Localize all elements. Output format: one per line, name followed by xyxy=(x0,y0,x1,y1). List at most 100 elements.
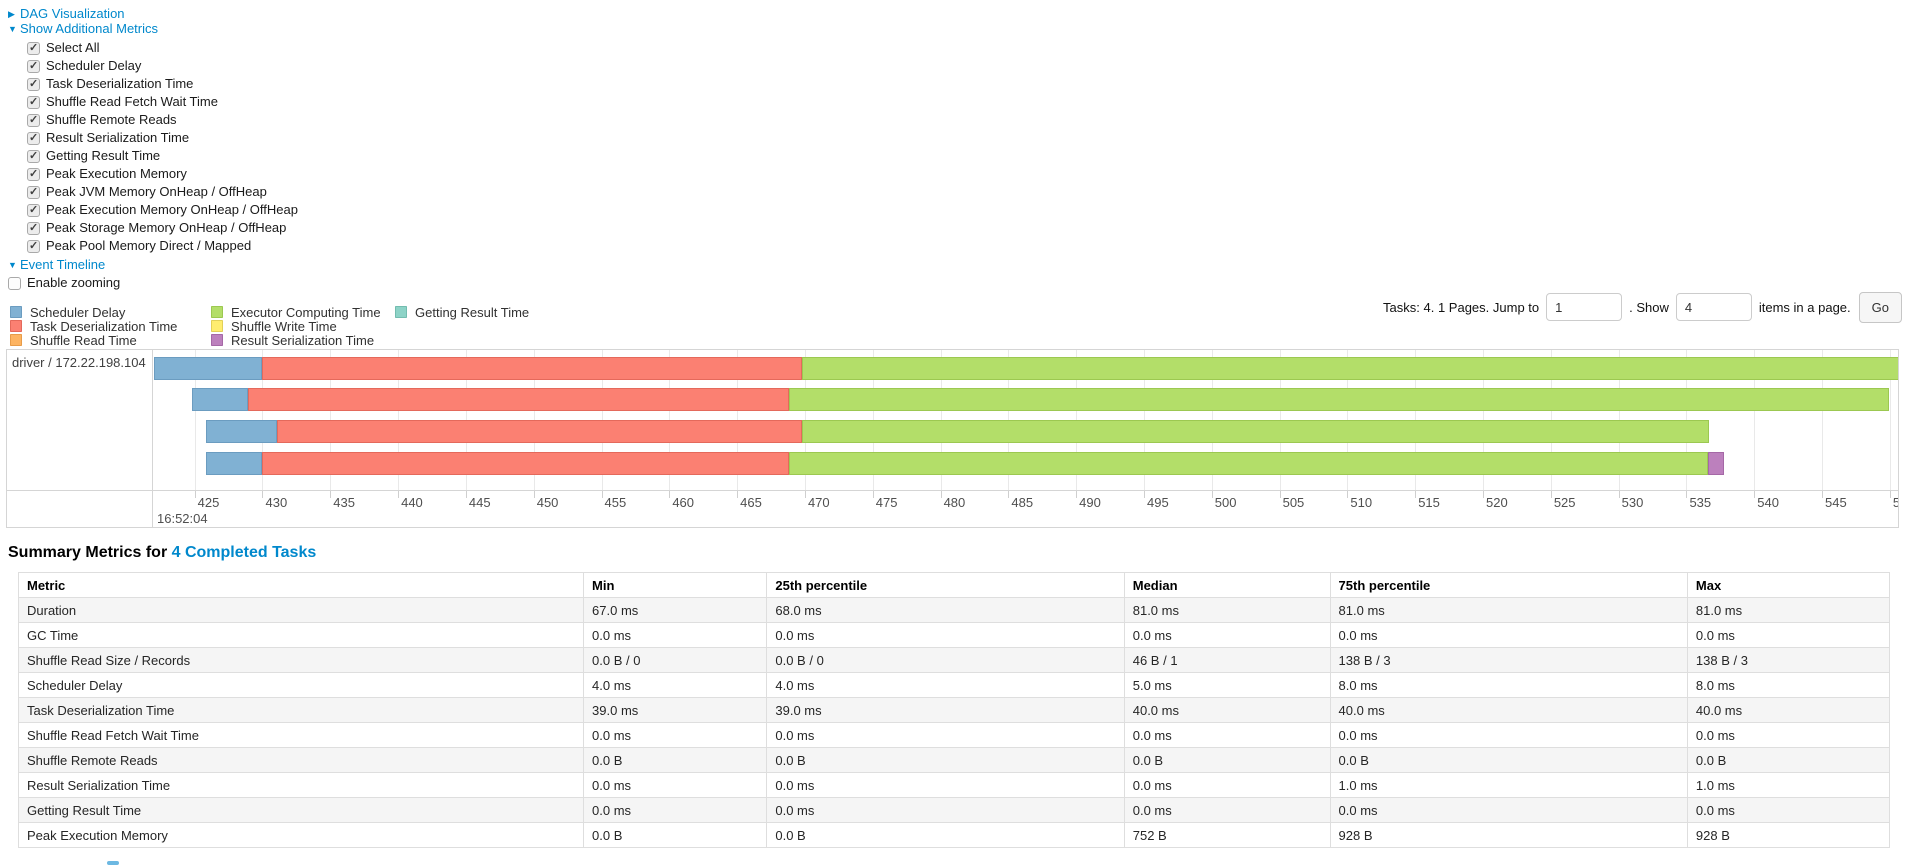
task-segment-scheduler-delay[interactable] xyxy=(154,357,263,380)
task-segment-scheduler-delay[interactable] xyxy=(205,420,278,443)
dag-visualization-toggle[interactable]: ▶ DAG Visualization xyxy=(8,6,298,21)
metric-checkbox-row: Result Serialization Time xyxy=(8,129,298,147)
metric-checkbox[interactable] xyxy=(27,59,40,73)
summary-metric-value: 81.0 ms xyxy=(1123,597,1331,623)
summary-metrics-table: Metric Min 25th percentile Median 75th perce… xyxy=(17,572,1891,848)
tick-label: 450 xyxy=(536,495,559,510)
tick-mark xyxy=(1415,491,1417,498)
summary-table-row: Shuffle Remote Reads 0.0 B 0.0 B 0.0 B 0.0 B… xyxy=(17,747,1891,773)
legend-column: Getting Result Time xyxy=(395,304,530,320)
pagination-prefix-text: Tasks: 4. 1 Pages. Jump to xyxy=(1383,299,1540,315)
summary-table-row: Task Deserialization Time 39.0 ms 39.0 ms 4… xyxy=(17,697,1891,723)
task-segment-scheduler-delay[interactable] xyxy=(191,388,248,411)
go-button[interactable]: Go xyxy=(1858,291,1902,323)
show-additional-metrics-link[interactable]: Show Additional Metrics xyxy=(20,21,159,36)
dag-visualization-link[interactable]: DAG Visualization xyxy=(20,6,125,21)
metric-checkbox[interactable] xyxy=(27,77,40,91)
metric-checkbox[interactable] xyxy=(27,95,40,109)
task-segment-task-deserialization[interactable] xyxy=(277,420,803,443)
task-segment-task-deserialization[interactable] xyxy=(247,388,789,411)
legend-item: Task Deserialization Time xyxy=(10,318,178,334)
tick-label: 475 xyxy=(875,495,898,510)
metric-checkbox[interactable] xyxy=(27,131,40,145)
summary-metric-value: 0.0 ms xyxy=(1686,797,1891,823)
tick-label: 545 xyxy=(1825,495,1847,510)
task-segment-executor-computing[interactable] xyxy=(788,452,1709,475)
tick-label: 540 xyxy=(1757,495,1779,510)
task-bar[interactable] xyxy=(154,452,1898,475)
summary-table-row: Result Serialization Time 0.0 ms 0.0 ms 0.0… xyxy=(17,772,1891,798)
tick-mark xyxy=(1008,491,1010,498)
legend-swatch-icon xyxy=(395,306,407,318)
next-section-clipped-sliver xyxy=(107,861,119,865)
tick-label: 480 xyxy=(943,495,966,510)
metric-checkbox-row: Peak JVM Memory OnHeap / OffHeap xyxy=(8,183,298,201)
summary-metric-value: 0.0 B xyxy=(1123,747,1331,773)
summary-metric-value: 1.0 ms xyxy=(1329,772,1688,798)
task-bar[interactable] xyxy=(154,420,1898,443)
task-segment-scheduler-delay[interactable] xyxy=(205,452,263,475)
summary-metric-value: 752 B xyxy=(1123,822,1331,848)
legend-swatch-icon xyxy=(211,334,223,346)
summary-metric-value: 0.0 B xyxy=(766,822,1125,848)
tick-label: 460 xyxy=(672,495,695,510)
tick-mark xyxy=(940,491,942,498)
show-additional-metrics-toggle[interactable]: ▼ Show Additional Metrics xyxy=(8,21,298,36)
summary-metric-value: 39.0 ms xyxy=(583,697,768,723)
tick-label: 445 xyxy=(468,495,491,510)
summary-table-row: Duration 67.0 ms 68.0 ms 81.0 ms 81.0 ms 81.0… xyxy=(17,597,1891,623)
task-bar[interactable] xyxy=(154,357,1898,380)
task-bar[interactable] xyxy=(154,388,1898,411)
tick-label: 425 xyxy=(197,495,220,510)
legend-label: Getting Result Time xyxy=(415,304,530,320)
summary-title: Summary Metrics for 4 Completed Tasks xyxy=(8,544,316,562)
legend-label: Executor Computing Time xyxy=(231,304,381,320)
time-axis: 16:52:04 425 430 435 440 445 450 455 460 465 470 4… xyxy=(154,491,1898,527)
metric-checkbox[interactable] xyxy=(27,221,40,235)
tick-label: 515 xyxy=(1418,495,1440,510)
metric-checkbox[interactable] xyxy=(27,113,40,127)
enable-zooming-checkbox[interactable] xyxy=(8,276,21,290)
metric-checkbox[interactable] xyxy=(27,41,40,55)
tick-mark xyxy=(669,491,671,498)
legend-item: Shuffle Write Time xyxy=(211,319,381,334)
summary-metric-name: GC Time xyxy=(17,622,585,648)
axis-line xyxy=(7,490,1898,491)
task-segment-executor-computing[interactable] xyxy=(802,420,1710,443)
summary-metric-value: 40.0 ms xyxy=(1123,697,1331,723)
tick-mark xyxy=(1076,491,1078,498)
summary-table-row: GC Time 0.0 ms 0.0 ms 0.0 ms 0.0 ms 0.0 ms xyxy=(17,622,1891,648)
metrics-panel: ▶ DAG Visualization ▼ Show Additional Metr… xyxy=(8,6,298,291)
event-timeline-toggle[interactable]: ▼ Event Timeline xyxy=(8,257,298,272)
summary-column-header: Median xyxy=(1123,572,1331,598)
metric-checkbox[interactable] xyxy=(27,203,40,217)
task-segment-result-serialization[interactable] xyxy=(1708,452,1725,475)
task-segment-task-deserialization[interactable] xyxy=(262,357,803,380)
completed-tasks-link[interactable]: 4 Completed Tasks xyxy=(171,544,317,561)
metric-checkbox-row: Task Deserialization Time xyxy=(8,75,298,93)
enable-zooming-label: Enable zooming xyxy=(27,275,121,290)
items-per-page-input[interactable] xyxy=(1675,293,1752,321)
metric-checkbox[interactable] xyxy=(27,239,40,253)
task-segment-executor-computing[interactable] xyxy=(802,357,1898,380)
metric-checkbox-label: Peak Execution Memory xyxy=(46,166,187,181)
metric-checkbox[interactable] xyxy=(27,167,40,181)
task-pagination: Tasks: 4. 1 Pages. Jump to . Show items … xyxy=(1383,289,1902,325)
summary-metric-value: 0.0 B xyxy=(583,747,768,773)
timeline-plot-area[interactable] xyxy=(154,350,1898,490)
summary-metric-value: 5.0 ms xyxy=(1123,672,1331,698)
metric-checkbox-label: Result Serialization Time xyxy=(46,130,190,145)
jump-to-page-input[interactable] xyxy=(1546,293,1623,321)
tick-label: 535 xyxy=(1689,495,1712,510)
task-segment-executor-computing[interactable] xyxy=(788,388,1889,411)
legend-label: Task Deserialization Time xyxy=(30,318,178,334)
event-timeline-link[interactable]: Event Timeline xyxy=(20,257,106,272)
tick-label: 505 xyxy=(1282,495,1305,510)
summary-table-row: Getting Result Time 0.0 ms 0.0 ms 0.0 ms 0.0… xyxy=(17,797,1891,823)
tick-mark xyxy=(465,491,467,498)
tick-label: 520 xyxy=(1486,495,1508,510)
metric-checkbox[interactable] xyxy=(27,185,40,199)
task-segment-task-deserialization[interactable] xyxy=(262,452,789,475)
tick-mark xyxy=(533,491,535,498)
metric-checkbox[interactable] xyxy=(27,149,40,163)
